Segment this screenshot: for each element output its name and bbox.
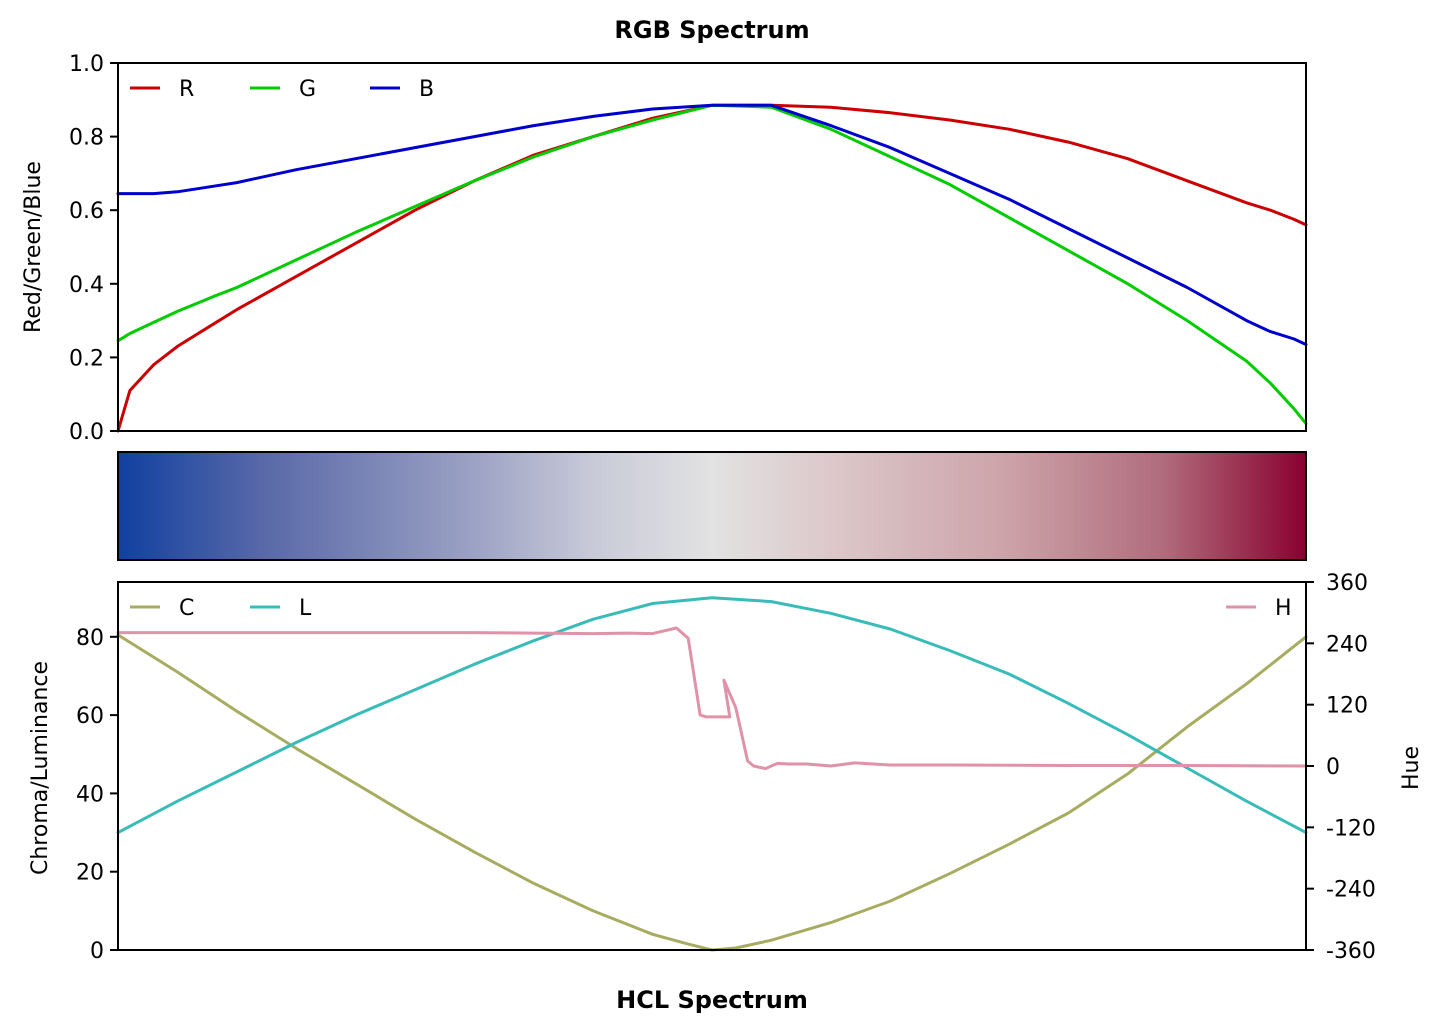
colormap-bar (117, 451, 1307, 561)
hcl-legend-label-h: H (1275, 596, 1292, 621)
rgb-ytick-label: 0.6 (69, 199, 104, 224)
rgb-ytick-label: 1.0 (69, 52, 104, 77)
hcl-ytick-label-left: 20 (76, 861, 104, 886)
rgb-legend-label-r: R (179, 77, 194, 102)
rgb-series-g (116, 103, 1308, 426)
hcl-ytick-label-right: 120 (1326, 694, 1368, 719)
hcl-ytick-label-right: -360 (1326, 939, 1376, 964)
rgb-legend-label-g: G (299, 77, 316, 102)
hcl-ytick-label-right: 360 (1326, 571, 1368, 596)
hcl-legend-label-l: L (299, 596, 312, 621)
rgb-legend-label-b: B (419, 77, 434, 102)
rgb-plot-frame (117, 62, 1307, 432)
hcl-ytick-label-left: 40 (76, 782, 104, 807)
rgb-chart-title: RGB Spectrum (614, 16, 809, 44)
hcl-ytick-label-left: 80 (76, 626, 104, 651)
hcl-ytick-label-right: -240 (1326, 878, 1376, 903)
rgb-series-r (116, 103, 1308, 433)
hcl-series-h (116, 626, 1308, 771)
rgb-y-axis-label: Red/Green/Blue (21, 161, 46, 333)
hcl-ytick-label-right: 0 (1326, 755, 1340, 780)
hcl-ytick-label-left: 0 (90, 939, 104, 964)
rgb-ytick-label: 0.8 (69, 126, 104, 151)
hcl-chart-title: HCL Spectrum (616, 986, 808, 1014)
rgb-ytick-label: 0.4 (69, 273, 104, 298)
hcl-ytick-label-right: -120 (1326, 816, 1376, 841)
hcl-ytick-label-left: 60 (76, 704, 104, 729)
hcl-series-c (116, 633, 1308, 952)
hcl-y-axis-label-right: Hue (1399, 746, 1424, 790)
rgb-series-b (116, 103, 1308, 346)
rgb-ytick-label: 0.2 (69, 346, 104, 371)
rgb-ytick-label: 0.0 (69, 420, 104, 445)
hcl-ytick-label-right: 240 (1326, 632, 1368, 657)
hcl-plot-area: 0 20 40 60 80 360 240 120 0 -120 -240 -360 Chroma/… (28, 571, 1424, 964)
hcl-y-axis-label-left: Chroma/Luminance (28, 661, 53, 875)
hcl-series-l (116, 596, 1308, 835)
hcl-legend-label-c: C (179, 596, 194, 621)
rgb-plot-area: 0.0 0.2 0.4 0.6 0.8 1.0 Red/Green/Blue R G B (21, 52, 1308, 445)
